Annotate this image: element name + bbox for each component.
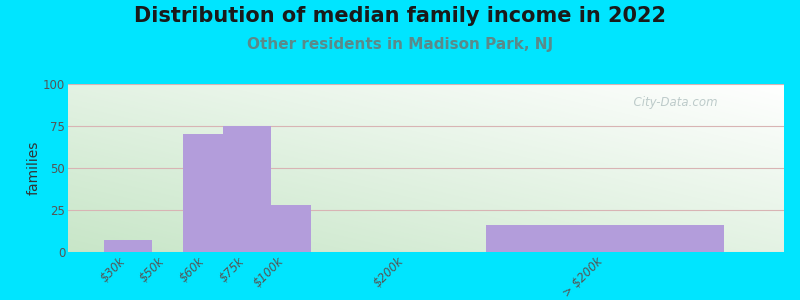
Text: Distribution of median family income in 2022: Distribution of median family income in … — [134, 6, 666, 26]
Y-axis label: families: families — [26, 141, 40, 195]
Text: City-Data.com: City-Data.com — [626, 96, 718, 109]
Bar — [223, 126, 271, 252]
Bar — [263, 205, 310, 252]
Bar — [104, 240, 151, 252]
Text: Other residents in Madison Park, NJ: Other residents in Madison Park, NJ — [247, 38, 553, 52]
Bar — [183, 134, 231, 252]
Bar — [486, 225, 724, 252]
